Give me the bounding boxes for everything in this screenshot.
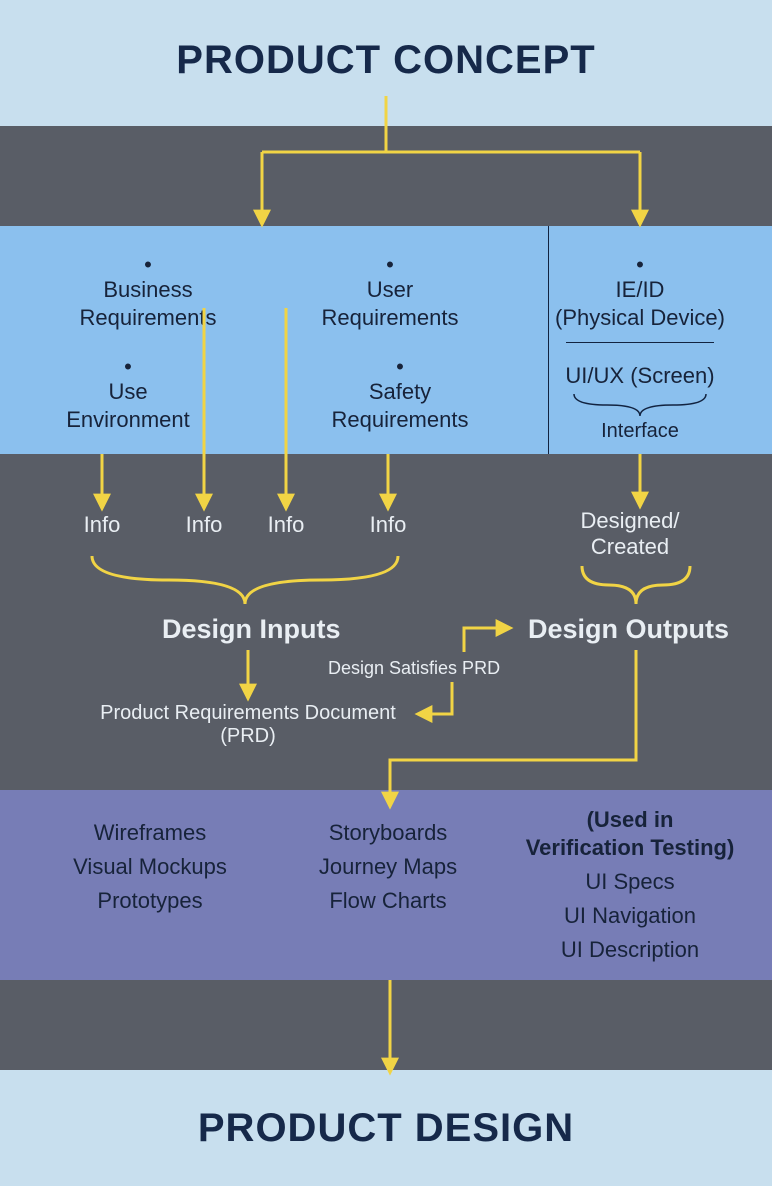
deliverables-col-3: (Used inVerification Testing)UI SpecsUI … [520, 806, 740, 967]
info-label-1: Info [174, 512, 234, 538]
satisfies-label: Design Satisfies PRD [328, 658, 500, 679]
req-ie-id: •IE/ID(Physical Device) [535, 260, 745, 331]
design-outputs-label: Design Outputs [528, 614, 729, 645]
deliverables-col-1: WireframesVisual MockupsPrototypes [40, 816, 260, 918]
req-use-env: •UseEnvironment [28, 362, 228, 433]
deliverables-col-2: StoryboardsJourney MapsFlow Charts [278, 816, 498, 918]
prd-label: Product Requirements Document(PRD) [78, 702, 418, 748]
interface-label: Interface [590, 420, 690, 443]
info-label-3: Info [358, 512, 418, 538]
req-user: •UserRequirements [290, 260, 490, 331]
info-label-2: Info [256, 512, 316, 538]
title-product-design: PRODUCT DESIGN [0, 1106, 772, 1151]
designed-created-label: Designed/Created [560, 508, 700, 560]
req-ui-ux-label: UI/UX (Screen) [565, 363, 714, 388]
req-use-env-label: UseEnvironment [66, 379, 190, 432]
req-business: •BusinessRequirements [48, 260, 248, 331]
title-product-concept: PRODUCT CONCEPT [0, 38, 772, 83]
req-safety-label: SafetyRequirements [332, 379, 469, 432]
design-inputs-label: Design Inputs [162, 614, 341, 645]
req-user-label: UserRequirements [322, 277, 459, 330]
req-ie-id-label: IE/ID(Physical Device) [555, 277, 725, 330]
req-ui-ux: UI/UX (Screen) [530, 362, 750, 390]
req-business-label: BusinessRequirements [80, 277, 217, 330]
band-gray-3 [0, 980, 772, 1070]
info-label-0: Info [72, 512, 132, 538]
req-safety: •SafetyRequirements [300, 362, 500, 433]
req-right-divider [566, 342, 714, 343]
band-gray-1 [0, 126, 772, 226]
